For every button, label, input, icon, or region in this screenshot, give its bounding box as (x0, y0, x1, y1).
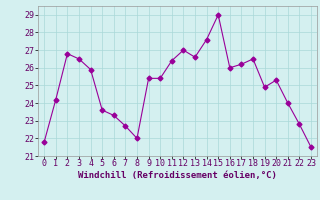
X-axis label: Windchill (Refroidissement éolien,°C): Windchill (Refroidissement éolien,°C) (78, 171, 277, 180)
